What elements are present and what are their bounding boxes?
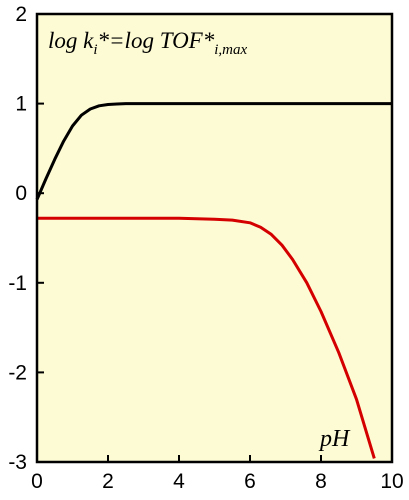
y-tick-label: 2 bbox=[15, 3, 27, 26]
formula-sub2: i,max bbox=[214, 42, 247, 58]
x-tick-label: 2 bbox=[102, 470, 114, 493]
formula-sub1: i bbox=[93, 42, 97, 58]
series-line-2 bbox=[37, 216, 376, 459]
y-tick-label: -3 bbox=[8, 451, 27, 474]
y-axis-formula-annotation: log ki*=log TOF*i,max bbox=[48, 28, 247, 58]
x-tick-label: 8 bbox=[315, 470, 327, 493]
plot-background bbox=[37, 14, 392, 462]
series-line-1 bbox=[35, 102, 392, 201]
y-tick-label: -1 bbox=[8, 272, 27, 295]
x-tick-label: 4 bbox=[173, 470, 185, 493]
y-tick-label: 1 bbox=[15, 93, 27, 116]
y-tick-label: -2 bbox=[8, 361, 27, 384]
x-tick-label: 6 bbox=[244, 470, 256, 493]
y-tick-label: 0 bbox=[15, 182, 27, 205]
formula-main: log k bbox=[48, 28, 94, 53]
series-layer bbox=[35, 102, 392, 459]
x-tick-label: 0 bbox=[31, 470, 43, 493]
x-axis-ph-annotation: pH bbox=[318, 426, 351, 452]
plot-frame bbox=[35, 12, 394, 464]
formula-mid: *=log TOF* bbox=[98, 28, 215, 53]
x-tick-label: 10 bbox=[380, 470, 403, 493]
